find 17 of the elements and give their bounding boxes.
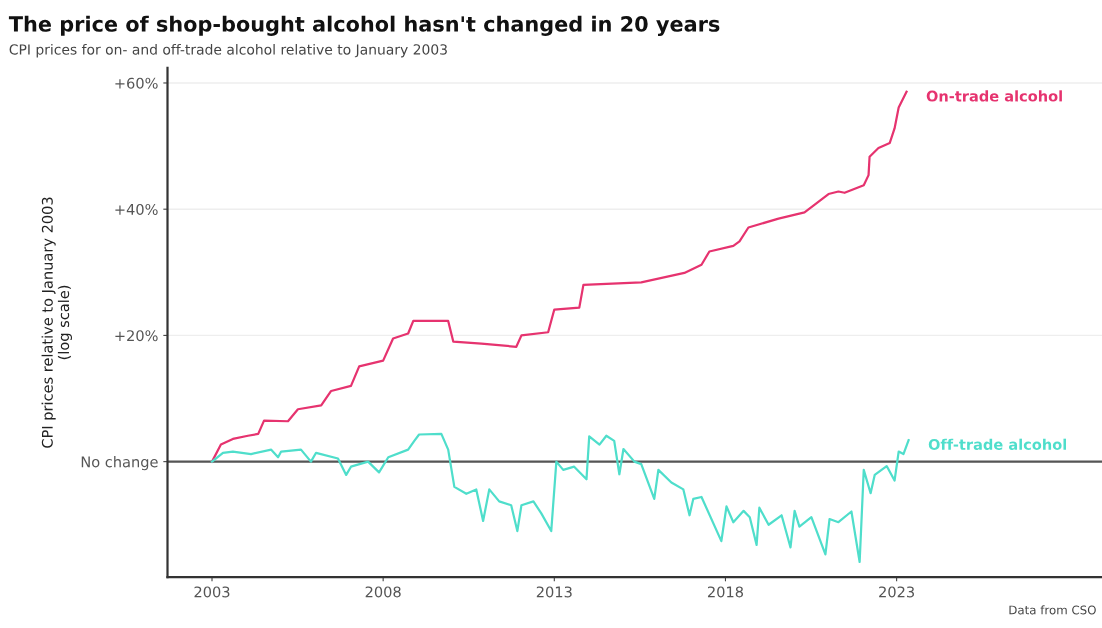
y-tick-label: +60% bbox=[115, 77, 158, 89]
y-tick-label: +20% bbox=[115, 330, 158, 342]
y-tick-label: +40% bbox=[115, 203, 158, 215]
y-tick-label: No change bbox=[81, 456, 158, 471]
x-tick-label: 2013 bbox=[536, 586, 572, 598]
line-series bbox=[210, 90, 908, 463]
chart-title: The price of shop-bought alcohol hasn't changed in 20 years bbox=[8, 15, 720, 37]
x-tick-label: 2003 bbox=[194, 586, 230, 598]
line-series bbox=[210, 432, 910, 564]
x-tick-label: 2023 bbox=[879, 586, 914, 598]
x-tick-label: 2008 bbox=[365, 586, 401, 598]
chart-subtitle: CPI prices for on- and off-trade alcohol relative to January 2003 bbox=[9, 43, 447, 58]
y-axis-title: CPI prices relative to January 2003 (log scale) bbox=[41, 197, 72, 448]
x-tick-label: 2018 bbox=[707, 586, 744, 598]
series-label: On-trade alcohol bbox=[926, 90, 1062, 102]
text: Data from CSO bbox=[1009, 605, 1096, 615]
series-label: Off-trade alcohol bbox=[928, 438, 1067, 450]
